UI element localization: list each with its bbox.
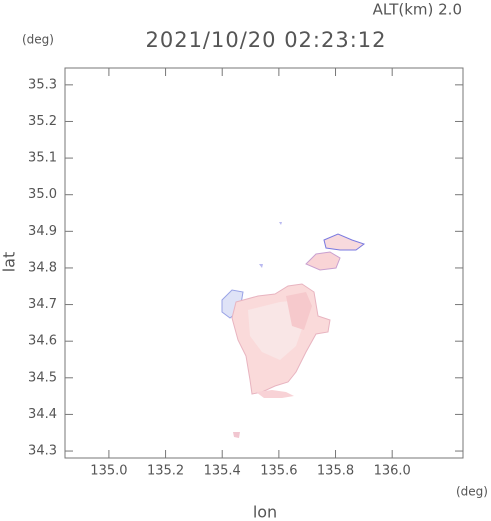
y-tick-label: 34.3 — [28, 444, 57, 459]
x-tick-label: 135.0 — [90, 464, 127, 479]
x-unit: (deg) — [456, 485, 488, 499]
altitude-label: ALT(km) 2.0 — [373, 1, 462, 19]
echo-blob — [279, 222, 282, 225]
x-tick-label: 135.8 — [317, 464, 354, 479]
echo-blob — [305, 251, 341, 271]
y-unit: (deg) — [22, 33, 54, 47]
x-tick-label: 135.2 — [147, 464, 184, 479]
y-tick-label: 35.0 — [28, 187, 57, 202]
echo-blob — [256, 390, 294, 398]
x-tick-label: 136.0 — [374, 464, 411, 479]
y-tick-label: 35.1 — [28, 151, 57, 166]
x-axis-label: lon — [253, 503, 277, 521]
y-tick-label: 34.7 — [28, 297, 57, 312]
echo-field — [221, 222, 366, 438]
y-tick-label: 34.4 — [28, 407, 57, 422]
y-tick-label: 34.8 — [28, 260, 57, 275]
x-tick-label: 135.4 — [204, 464, 241, 479]
y-tick-label: 34.5 — [28, 370, 57, 385]
chart-title: 2021/10/20 02:23:12 — [145, 28, 386, 52]
y-axis-label: lat — [0, 252, 19, 273]
y-tick-label: 34.6 — [28, 334, 57, 349]
y-tick-label: 35.2 — [28, 114, 57, 129]
echo-blob — [233, 432, 240, 438]
y-tick-label: 35.3 — [28, 77, 57, 92]
echo-blob — [286, 292, 312, 330]
x-tick-label: 135.6 — [260, 464, 297, 479]
y-tick-label: 34.9 — [28, 224, 57, 239]
echo-blob — [259, 264, 263, 268]
echo-blob — [323, 233, 366, 251]
plot-frame — [64, 67, 464, 459]
